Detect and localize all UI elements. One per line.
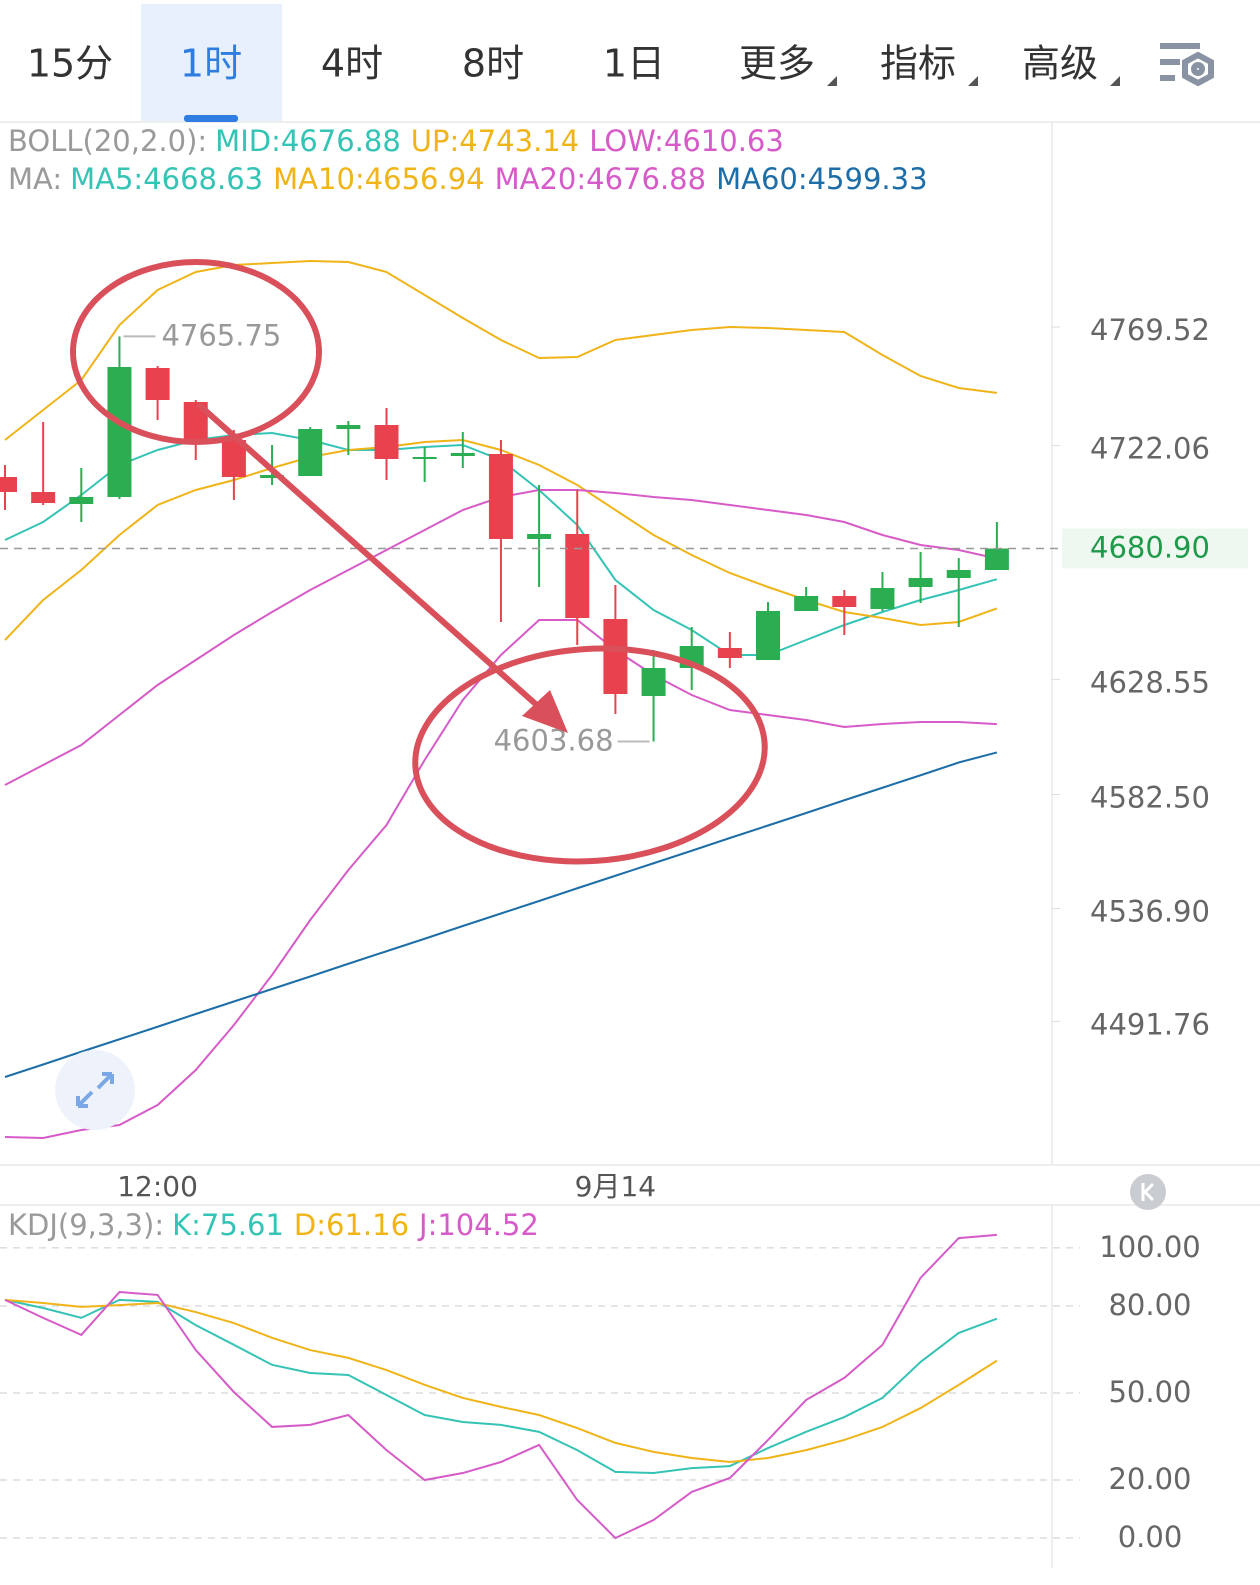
indicator-line	[4, 259, 998, 441]
candle-body	[488, 454, 513, 539]
candle-body	[69, 497, 94, 504]
candle-body	[565, 534, 590, 618]
highlight-circle	[70, 259, 322, 445]
annotation-overlay	[70, 259, 768, 865]
y-tick-label: 4491.76	[1090, 1007, 1210, 1041]
high-label: 4765.75	[161, 318, 281, 352]
icon-hex	[1182, 51, 1214, 87]
active-tab-indicator	[184, 115, 238, 122]
collapse-icon	[1141, 1182, 1155, 1202]
candle-body	[641, 668, 666, 696]
candle-body	[756, 611, 780, 660]
candle-body	[298, 429, 323, 476]
legend-item: K:75.61	[172, 1208, 284, 1242]
y-tick-label: 0.00	[1118, 1520, 1183, 1554]
kdj-line	[4, 1233, 997, 1540]
tab[interactable]: 高级	[1022, 42, 1098, 86]
candle-body	[908, 578, 933, 587]
legend-prefix: KDJ(9,3,3):	[8, 1208, 164, 1242]
tab[interactable]: 更多	[739, 42, 815, 86]
dropdown-caret	[968, 76, 978, 86]
y-tick-label: 50.00	[1108, 1375, 1191, 1409]
y-tick-label: 4536.90	[1090, 895, 1210, 929]
x-tick-label: 12:00	[117, 1170, 198, 1203]
active-tab-bg	[141, 4, 282, 121]
low-label: 4603.68	[494, 724, 614, 758]
candle-body	[717, 648, 742, 658]
candle-body	[145, 368, 170, 400]
kdj-line	[4, 1298, 998, 1475]
x-tick-label: 9月14	[575, 1170, 656, 1203]
tab[interactable]: 1时	[180, 42, 242, 86]
candle-body	[31, 492, 56, 503]
dropdown-caret	[827, 76, 837, 86]
indicator-line	[4, 619, 997, 1140]
tab[interactable]: 1日	[603, 42, 665, 86]
candle-body	[260, 475, 285, 478]
last-price-bg	[1062, 528, 1248, 569]
button-bg	[1130, 1174, 1166, 1210]
tab-bar: 15分 1时 4时 8时 1日 更多 指标 高级	[27, 4, 1120, 122]
expand-button[interactable]	[55, 1050, 135, 1130]
legend-item: MA10:4656.94	[273, 162, 484, 196]
dropdown-caret	[1110, 76, 1120, 86]
kdj-line	[4, 1298, 998, 1464]
y-tick-label: 100.00	[1099, 1230, 1200, 1264]
legend-item: D:61.16	[294, 1208, 409, 1242]
collapse-button[interactable]	[1130, 1174, 1166, 1210]
y-tick-label: 4769.52	[1090, 313, 1210, 347]
candle-body	[412, 457, 437, 459]
candle-body	[984, 548, 1009, 570]
highlight-circle	[412, 645, 768, 865]
candle-body	[603, 619, 628, 694]
trend-arrow	[196, 401, 550, 718]
candle-body	[0, 477, 17, 492]
legend-item: LOW:4610.63	[589, 124, 784, 158]
legend-item: MA5:4668.63	[70, 162, 263, 196]
candle-body	[832, 596, 857, 607]
tab[interactable]: 4时	[321, 42, 383, 86]
candle-body	[794, 596, 819, 611]
last-price-label: 4680.90	[1090, 531, 1210, 565]
legend-item: UP:4743.14	[411, 124, 579, 158]
tab[interactable]: 8时	[462, 42, 524, 86]
candle-body	[336, 425, 361, 429]
legend-prefix: BOLL(20,2.0):	[8, 124, 207, 158]
settings-icon[interactable]	[1160, 43, 1214, 87]
candle-body	[107, 367, 132, 497]
candle-body	[870, 588, 895, 609]
candle-body	[527, 534, 552, 539]
button-bg	[55, 1050, 135, 1130]
icon-dot	[1191, 62, 1205, 76]
legend-item: MID:4676.88	[215, 124, 401, 158]
kdj-chart: KDJ(9,3,3): K:75.61 D:61.16 J:104.52 100.00 8…	[0, 1208, 1201, 1554]
tab[interactable]: 指标	[880, 42, 956, 86]
y-tick-label: 20.00	[1108, 1462, 1191, 1496]
indicator-line	[4, 751, 998, 1078]
candle-body	[374, 425, 399, 459]
candle-body	[450, 453, 475, 456]
tab[interactable]: 15分	[27, 42, 113, 86]
legend-item: MA60:4599.33	[716, 162, 927, 196]
legend-prefix: MA:	[8, 162, 62, 196]
price-chart: BOLL(20,2.0): MID:4676.88 UP:4743.14 LOW:46…	[0, 124, 1248, 1203]
y-tick-label: 80.00	[1108, 1288, 1191, 1322]
legend-item: MA20:4676.88	[495, 162, 706, 196]
y-tick-label: 4722.06	[1090, 432, 1210, 466]
legend-item: J:104.52	[417, 1208, 539, 1242]
expand-icon	[76, 1072, 114, 1108]
y-tick-label: 4628.55	[1090, 665, 1210, 699]
arrow-head	[522, 690, 568, 733]
candle-body	[946, 570, 971, 578]
y-tick-label: 4582.50	[1090, 781, 1210, 815]
